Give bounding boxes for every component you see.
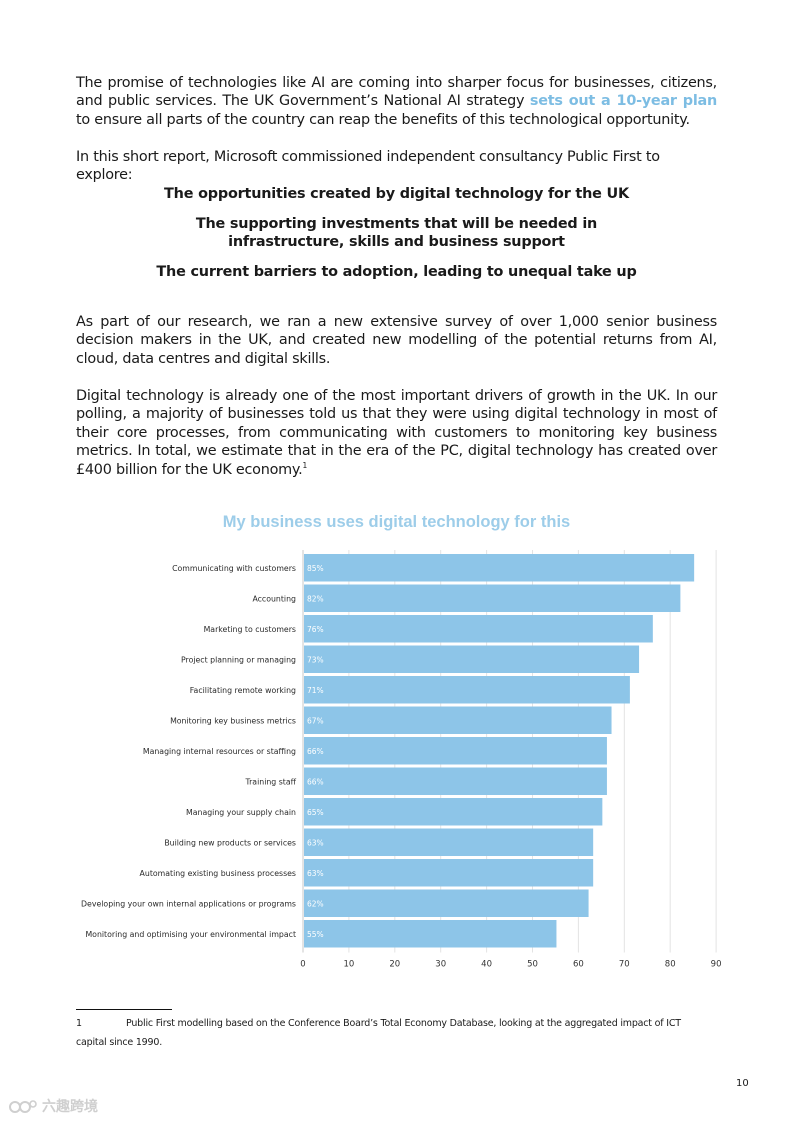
page-number: 10 <box>736 1078 749 1089</box>
bar-value-label: 55% <box>307 930 324 939</box>
watermark-logo-icon <box>9 1100 37 1113</box>
category-label: Accounting <box>252 594 296 603</box>
bar-value-label: 66% <box>307 747 324 756</box>
highlight-barriers: The current barriers to adoption, leadin… <box>156 264 637 280</box>
intro-text: The promise of technologies like AI are … <box>76 75 717 110</box>
footnote-divider <box>76 1009 172 1010</box>
watermark: 六趣跨境 <box>8 1096 98 1116</box>
bar-value-label: 85% <box>307 564 324 573</box>
category-label: Managing your supply chain <box>186 808 296 817</box>
bar-value-label: 62% <box>307 899 324 908</box>
category-label: Monitoring and optimising your environme… <box>85 930 296 939</box>
bar <box>304 615 653 643</box>
footnote-reference[interactable]: 1 <box>302 460 308 470</box>
bar <box>304 798 603 826</box>
watermark-text: 六趣跨境 <box>42 1099 98 1115</box>
bar <box>304 584 681 612</box>
footnote-text-continued: capital since 1990. <box>76 1037 163 1048</box>
category-label: Training staff <box>244 777 296 786</box>
intro-paragraph: The promise of technologies like AI are … <box>76 74 717 129</box>
category-label: Developing your own internal application… <box>81 899 296 908</box>
growth-paragraph: Digital technology is already one of the… <box>76 387 717 479</box>
intro-text-end: to ensure all parts of the country can r… <box>76 111 690 128</box>
bar <box>304 767 607 795</box>
bar-chart: 0 10 20 30 40 50 60 70 80 90 85% Communicating with… <box>81 550 722 970</box>
x-tick-label: 0 <box>300 960 305 970</box>
bar <box>304 889 589 917</box>
bar-value-label: 76% <box>307 625 324 634</box>
footnote-number: 1 <box>76 1018 83 1029</box>
x-tick-label: 90 <box>711 960 722 970</box>
bar-value-label: 82% <box>307 594 324 603</box>
bar <box>304 737 607 765</box>
research-paragraph: As part of our research, we ran a new ex… <box>76 314 717 367</box>
bar-value-label: 65% <box>307 808 324 817</box>
category-label: Managing internal resources or staffing <box>143 747 296 756</box>
category-label: Building new products or services <box>164 838 296 847</box>
category-label: Automating existing business processes <box>140 869 296 878</box>
bar-value-label: 71% <box>307 686 324 695</box>
x-tick-label: 50 <box>527 960 538 970</box>
category-label: Facilitating remote working <box>190 686 296 695</box>
bar-value-label: 67% <box>307 716 324 725</box>
category-label: Monitoring key business metrics <box>170 716 296 725</box>
x-tick-label: 20 <box>389 960 400 970</box>
bar <box>304 645 640 673</box>
bar <box>304 859 594 887</box>
bar-value-label: 63% <box>307 869 324 878</box>
category-label: Project planning or managing <box>181 655 296 664</box>
highlight-opportunities: The opportunities created by digital tec… <box>164 186 629 202</box>
x-tick-label: 80 <box>665 960 676 970</box>
growth-text: Digital technology is already one of the… <box>76 388 717 478</box>
ai-strategy-link[interactable]: sets out a 10-year plan <box>529 93 717 110</box>
bar <box>304 706 612 734</box>
highlight-investments: The supporting investments that will be … <box>195 216 598 251</box>
bar <box>304 920 557 948</box>
x-tick-label: 40 <box>481 960 492 970</box>
x-tick-label: 30 <box>435 960 446 970</box>
x-tick-label: 60 <box>573 960 584 970</box>
commission-paragraph: In this short report, Microsoft commissi… <box>76 149 660 184</box>
bar <box>304 554 695 582</box>
bar <box>304 828 594 856</box>
bar-value-label: 63% <box>307 838 324 847</box>
x-tick-label: 70 <box>619 960 630 970</box>
bar <box>304 676 630 704</box>
chart-title: My business uses digital technology for … <box>222 513 571 531</box>
bar-value-label: 73% <box>307 655 324 664</box>
category-label: Marketing to customers <box>204 625 296 634</box>
footnote-text: Public First modelling based on the Conf… <box>126 1018 681 1029</box>
bar-value-label: 66% <box>307 777 324 786</box>
x-tick-label: 10 <box>343 960 354 970</box>
category-label: Communicating with customers <box>172 564 296 573</box>
